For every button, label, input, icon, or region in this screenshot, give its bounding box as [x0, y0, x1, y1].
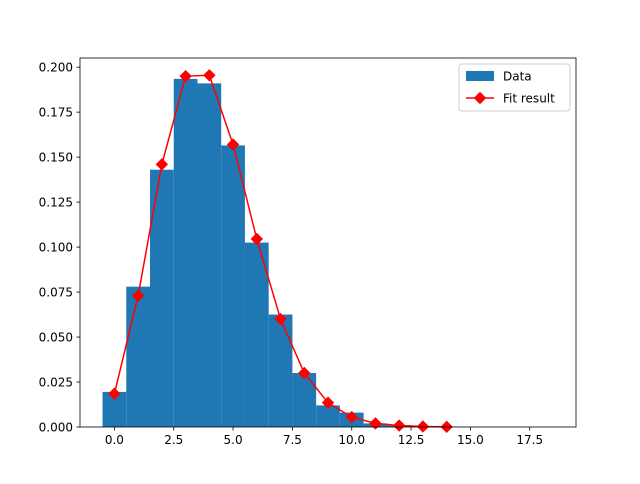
data-bar: [174, 79, 198, 427]
x-tick-label: 0.0: [105, 433, 124, 447]
x-tick-label: 17.5: [516, 433, 543, 447]
data-bar: [292, 373, 316, 427]
y-tick-label: 0.050: [39, 330, 73, 344]
x-tick-label: 5.0: [224, 433, 243, 447]
y-tick-label: 0.200: [39, 60, 73, 74]
y-tick-label: 0.175: [39, 105, 73, 119]
x-tick-label: 2.5: [164, 433, 183, 447]
data-bar: [221, 145, 245, 427]
x-tick-label: 15.0: [457, 433, 484, 447]
y-tick-label: 0.000: [39, 420, 73, 434]
y-tick-label: 0.100: [39, 240, 73, 254]
y-tick-label: 0.075: [39, 285, 73, 299]
legend-label-fit: Fit result: [503, 91, 555, 105]
y-tick-label: 0.125: [39, 195, 73, 209]
data-bar: [126, 287, 150, 427]
x-tick-label: 10.0: [338, 433, 365, 447]
data-bar: [269, 315, 293, 427]
x-tick-label: 7.5: [283, 433, 302, 447]
y-tick-label: 0.150: [39, 150, 73, 164]
legend-swatch-data: [466, 71, 494, 81]
data-bar: [197, 83, 221, 427]
x-tick-label: 12.5: [398, 433, 425, 447]
legend: Data Fit result: [459, 64, 570, 111]
data-bar: [245, 243, 269, 427]
y-tick-label: 0.025: [39, 375, 73, 389]
legend-label-data: Data: [503, 70, 532, 84]
